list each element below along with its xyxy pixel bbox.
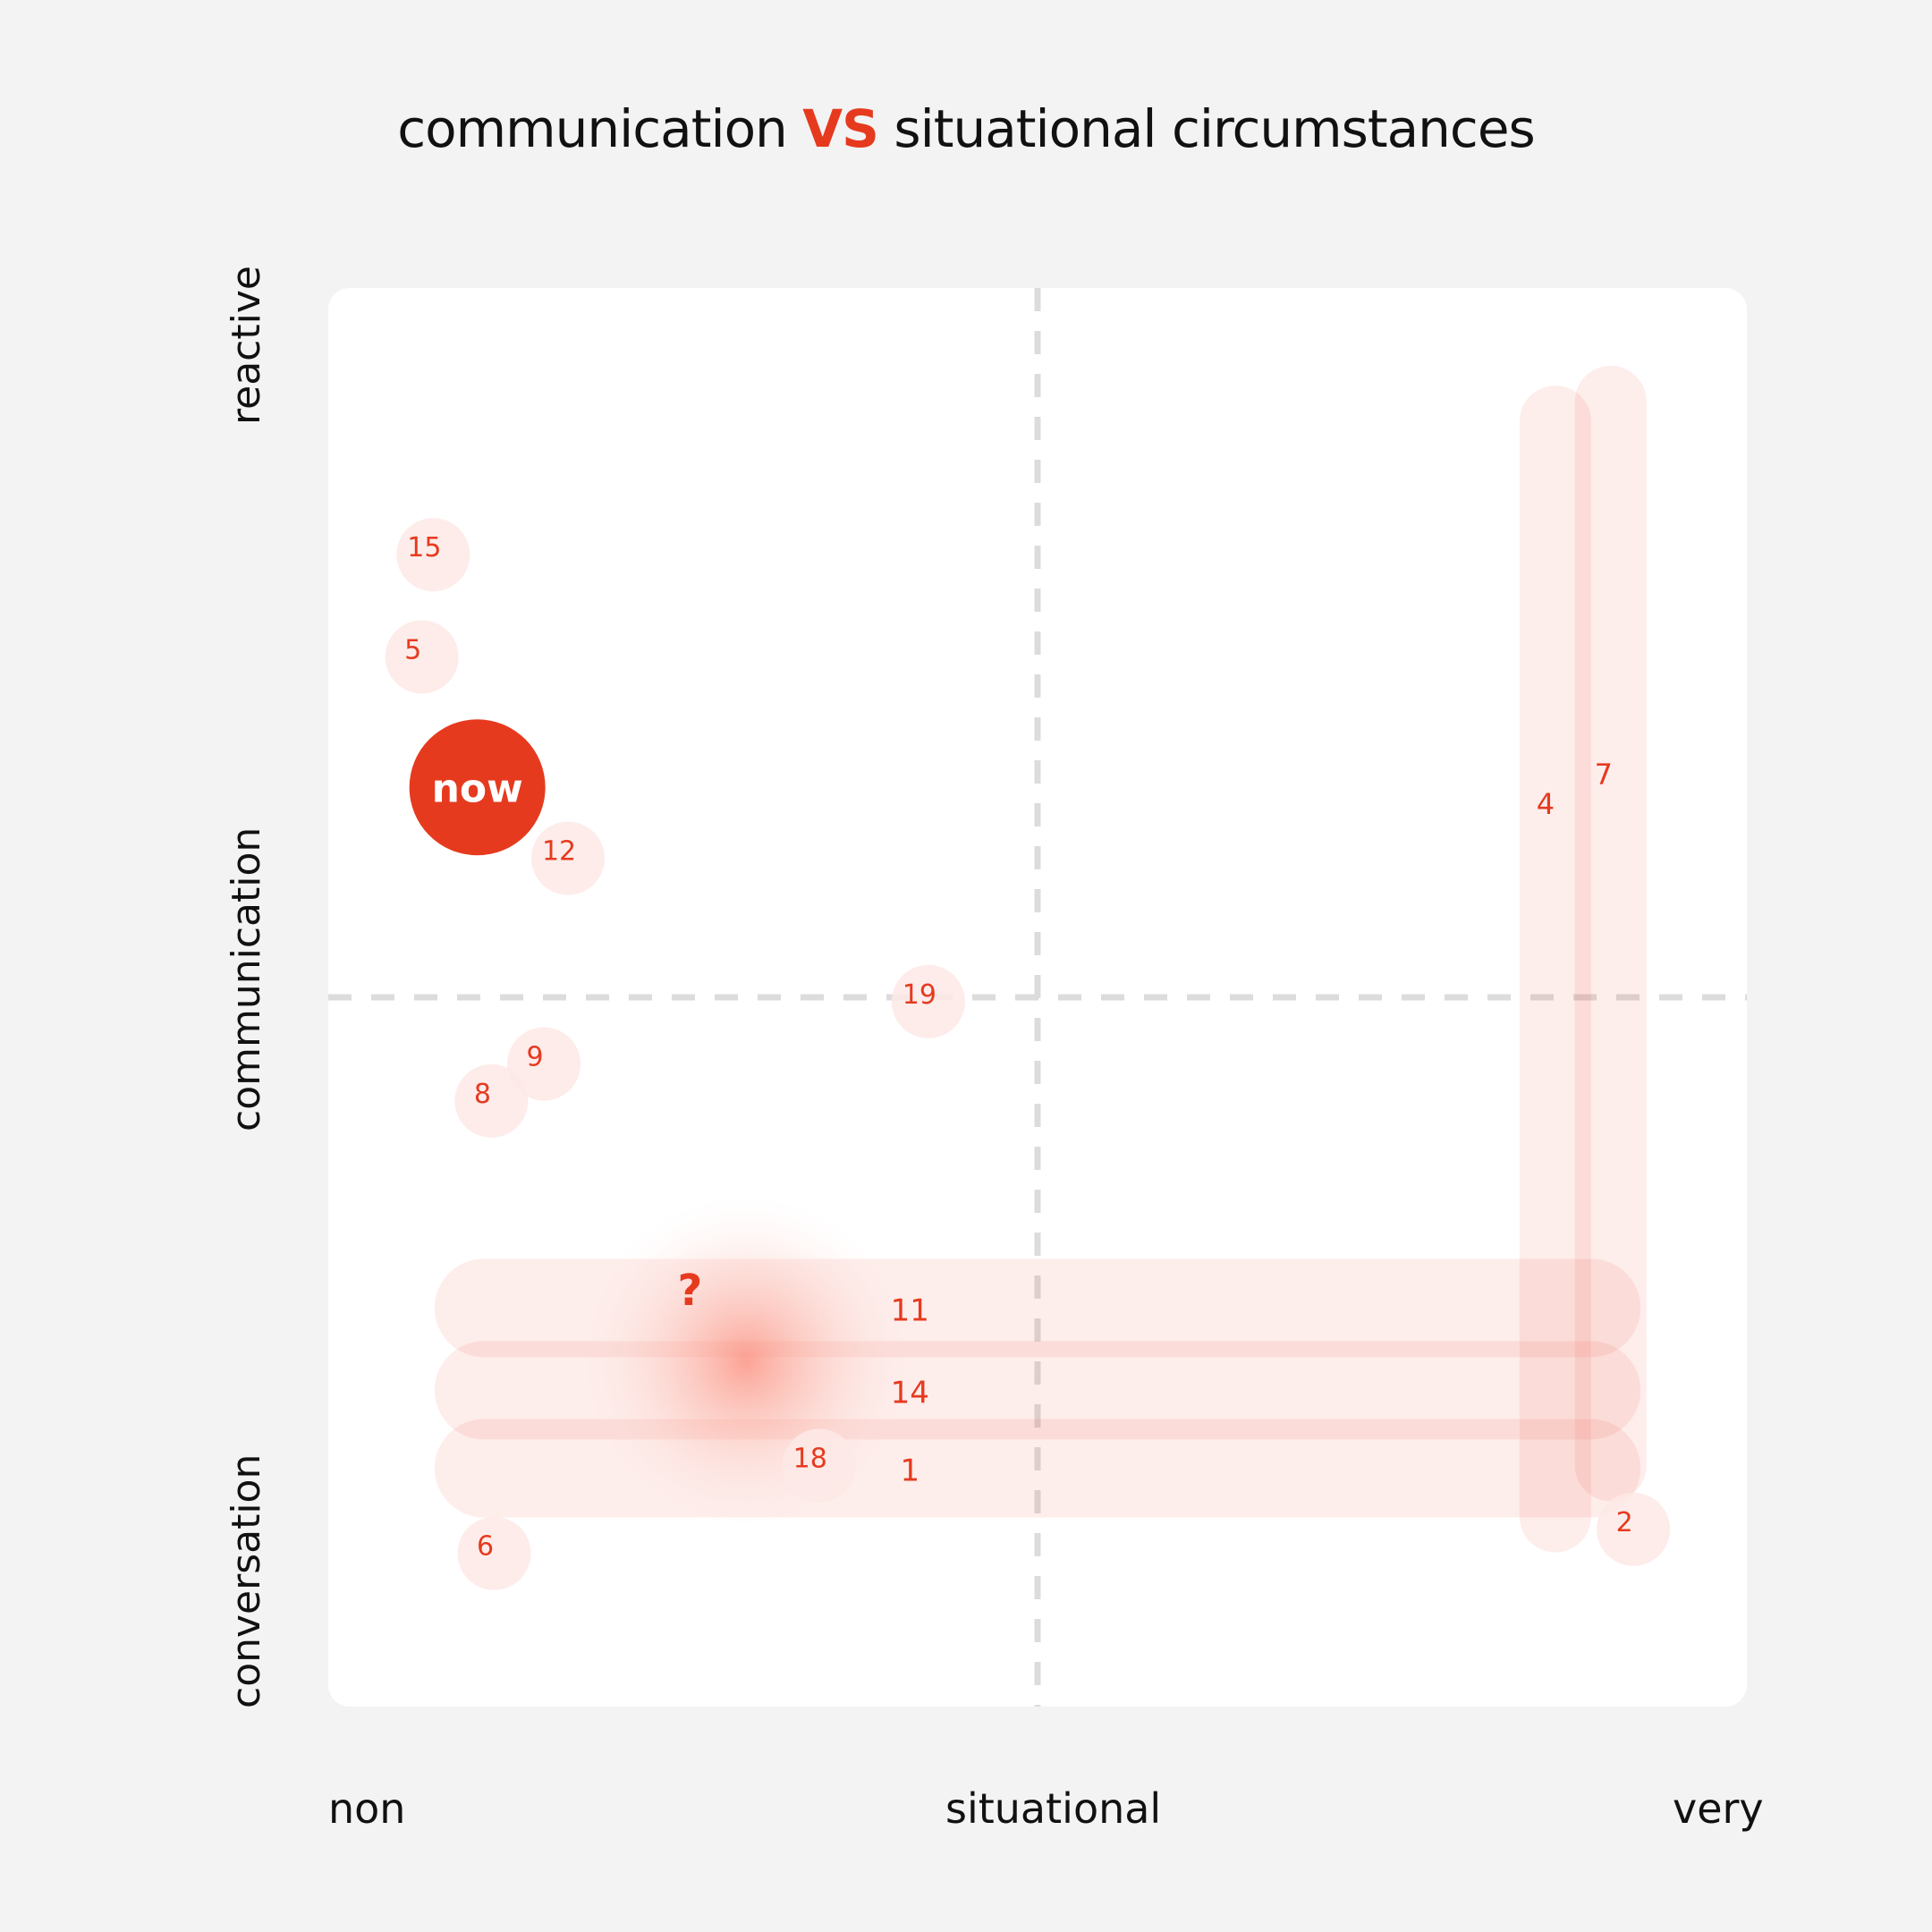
y-label-conversation: conversation <box>224 1453 269 1708</box>
point-label-5: 5 <box>404 634 421 665</box>
y-label-communication: communication <box>224 826 269 1131</box>
point-label-8: 8 <box>474 1079 491 1110</box>
point-5 <box>385 620 459 694</box>
now-point <box>409 719 546 856</box>
point-18 <box>782 1428 856 1503</box>
point-12 <box>531 821 606 895</box>
range-label-7: 7 <box>1595 758 1613 792</box>
point-label-2: 2 <box>1616 1507 1633 1538</box>
title-part-1: communication <box>397 98 803 159</box>
point-label-15: 15 <box>407 532 441 564</box>
point-2 <box>1597 1492 1671 1566</box>
range-bar-7 <box>1574 365 1647 1502</box>
point-label-9: 9 <box>527 1042 544 1073</box>
point-6 <box>457 1516 531 1590</box>
unknown-glow <box>580 1195 912 1527</box>
point-15 <box>396 518 470 592</box>
unknown-point-label: ? <box>677 1266 702 1316</box>
range-label-11: 11 <box>891 1292 929 1328</box>
point-label-18: 18 <box>793 1443 827 1474</box>
title-part-2: situational circumstances <box>877 98 1535 159</box>
point-label-6: 6 <box>477 1531 494 1563</box>
point-8 <box>454 1063 529 1138</box>
plot-area: 11 14 1 4 7? 15 5 12 19 9 8 18 6 2 now <box>328 288 1747 1707</box>
title-vs: VS <box>802 98 879 159</box>
now-point-label: now <box>432 766 523 811</box>
range-label-4: 4 <box>1537 787 1555 821</box>
range-label-1: 1 <box>900 1453 919 1489</box>
range-bar-4 <box>1519 386 1591 1553</box>
range-label-14: 14 <box>891 1375 929 1411</box>
point-label-12: 12 <box>542 836 576 868</box>
chart-title: communication VS situational circumstanc… <box>0 98 1932 159</box>
y-label-reactive: reactive <box>224 266 269 425</box>
point-19 <box>891 964 965 1038</box>
point-label-19: 19 <box>902 979 936 1011</box>
x-label-non: non <box>328 1784 406 1833</box>
x-label-situational: situational <box>945 1784 1162 1833</box>
x-label-very: very <box>1673 1784 1764 1833</box>
point-9 <box>507 1027 581 1101</box>
